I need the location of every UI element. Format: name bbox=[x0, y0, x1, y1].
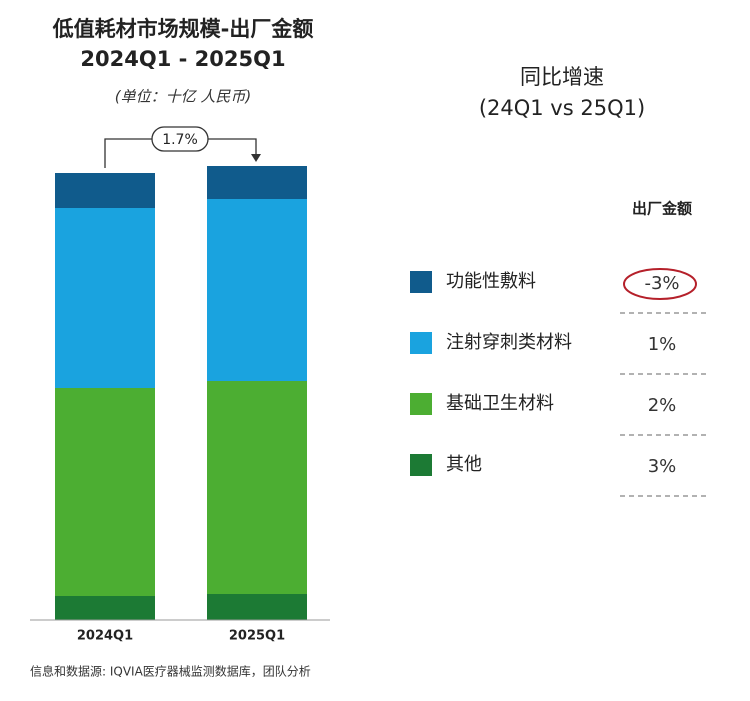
bar-segment bbox=[55, 388, 155, 596]
chart-subtitle: (单位：十亿 人民币) bbox=[115, 88, 251, 106]
legend-label: 功能性敷料 bbox=[446, 271, 536, 292]
legend-swatch bbox=[410, 332, 432, 354]
highlight-circle bbox=[623, 268, 697, 300]
legend-label: 其他 bbox=[446, 454, 482, 475]
chart-title: 低值耗材市场规模-出厂金额 bbox=[52, 17, 314, 41]
annotation-box bbox=[151, 126, 209, 152]
growth-value: 3% bbox=[648, 456, 677, 477]
annotation-label: 1.7% bbox=[162, 132, 198, 148]
growth-value: 1% bbox=[648, 334, 677, 355]
x-tick-label: 2024Q1 bbox=[77, 629, 133, 644]
annotation-arrow bbox=[251, 154, 261, 162]
legend-swatch bbox=[410, 454, 432, 476]
bar-segment bbox=[207, 381, 307, 594]
bar-segment bbox=[207, 199, 307, 381]
x-tick-label: 2025Q1 bbox=[229, 629, 285, 644]
growth-value: -3% bbox=[644, 273, 679, 294]
chart-title-line2: 2024Q1 - 2025Q1 bbox=[80, 47, 285, 71]
legend-label: 注射穿刺类材料 bbox=[446, 332, 572, 353]
source-note: 信息和数据源: IQVIA医疗器械监测数据库，团队分析 bbox=[30, 664, 311, 679]
growth-column-header: 出厂金额 bbox=[632, 200, 692, 218]
legend-label: 基础卫生材料 bbox=[446, 393, 554, 414]
legend-swatch bbox=[410, 393, 432, 415]
bar-segment bbox=[55, 596, 155, 620]
bar-segment bbox=[55, 208, 155, 388]
bar-segment bbox=[207, 166, 307, 199]
growth-subtitle: (24Q1 vs 25Q1) bbox=[479, 96, 645, 120]
bar-segment bbox=[55, 173, 155, 208]
legend-swatch bbox=[410, 271, 432, 293]
growth-value: 2% bbox=[648, 395, 677, 416]
growth-title: 同比增速 bbox=[520, 65, 604, 89]
bar-segment bbox=[207, 594, 307, 620]
